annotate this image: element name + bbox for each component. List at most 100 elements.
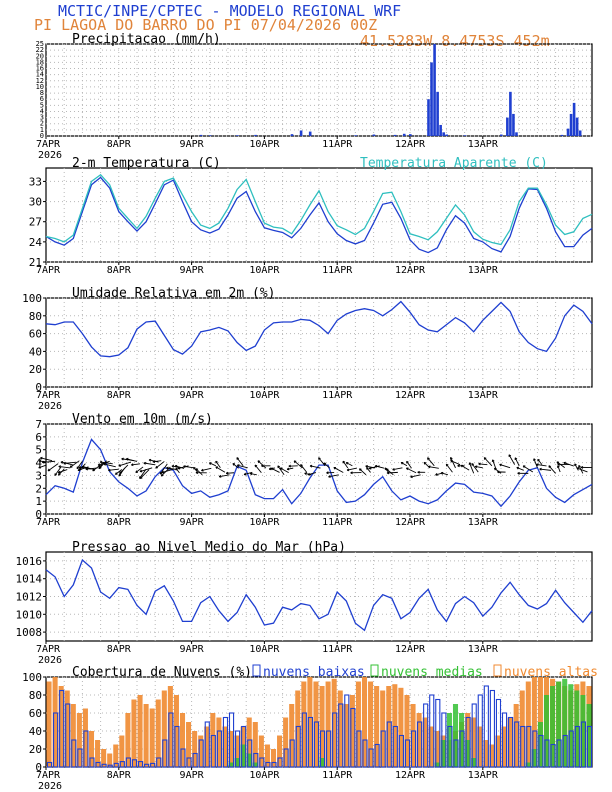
y-tick-label: 30 xyxy=(29,196,42,209)
wind-vector-head xyxy=(195,468,198,471)
cloud-bar-altas xyxy=(319,686,325,767)
wind-vector xyxy=(166,467,177,470)
wind-vector-head xyxy=(119,472,122,474)
series-line xyxy=(45,438,593,508)
wind-vector-head xyxy=(536,464,539,467)
header-coords: 41.5283W 8.4753S 452m xyxy=(360,32,550,50)
y-tick-label: 20 xyxy=(29,743,42,756)
x-tick-label: 12APR xyxy=(395,517,426,528)
wind-vector xyxy=(386,471,398,474)
cloud-bar-baixas xyxy=(113,762,119,768)
cloud-bar-altas xyxy=(349,695,355,767)
wind-vector xyxy=(38,464,47,469)
wind-vector-head xyxy=(42,461,45,464)
wind-vector-head xyxy=(226,472,229,475)
wind-vector xyxy=(143,462,156,466)
cloud-bar-altas xyxy=(137,695,143,767)
cloud-bar-baixas xyxy=(550,743,556,768)
wind-vector xyxy=(58,465,71,469)
y-tick-label: 5 xyxy=(35,444,42,457)
cloud-bar-baixas xyxy=(465,716,471,768)
x-tick-label: 13APR xyxy=(468,644,499,655)
cloud-bar-baixas xyxy=(556,739,562,768)
cloud-bar-baixas xyxy=(526,725,532,768)
x-tick-label: 11APR xyxy=(322,390,353,401)
cloud-bar-medias xyxy=(543,695,550,767)
precip-bar xyxy=(578,130,582,136)
x-tick-label: 10APR xyxy=(249,265,280,276)
cloud-bar-altas xyxy=(58,686,64,767)
precip-bar xyxy=(430,62,433,136)
legend-entry: Temperatura Aparente (C) xyxy=(360,156,548,171)
wind-vector-head xyxy=(152,461,156,464)
cloud-bar-altas xyxy=(404,695,410,767)
wind-vector-head xyxy=(270,467,273,471)
panel-title: Pressao ao Nivel Medio do Mar (hPa) xyxy=(72,540,346,555)
wind-vector xyxy=(103,463,116,468)
wind-vector-head xyxy=(236,464,240,467)
wind-vector xyxy=(392,467,403,471)
precip-bar xyxy=(436,91,439,136)
x-tick-label: 12APR xyxy=(395,139,426,150)
y-tick-label: 1016 xyxy=(16,555,43,568)
wind-vector xyxy=(286,467,294,470)
cloud-bar-altas xyxy=(143,704,149,767)
wind-vector-head xyxy=(333,467,336,470)
cloud-bar-baixas xyxy=(216,730,222,768)
wind-vector-head xyxy=(440,472,443,475)
wind-vector xyxy=(277,465,285,476)
wind-vector-head xyxy=(386,472,390,475)
cloud-bar-baixas xyxy=(77,748,83,768)
wind-vector xyxy=(499,464,511,469)
wind-vector-head xyxy=(161,475,164,477)
cloud-bar-altas xyxy=(222,726,228,767)
cloud-bar-baixas xyxy=(459,730,465,768)
wind-vector xyxy=(478,463,488,466)
cloud-bar-altas xyxy=(531,677,537,767)
cloud-bar-baixas xyxy=(374,743,380,768)
y-tick-label: 2 xyxy=(35,482,42,495)
wind-vector-head xyxy=(417,471,420,474)
panel-title: 2-m Temperatura (C) xyxy=(72,156,221,171)
wind-vector xyxy=(440,472,449,476)
y-tick-label: 80 xyxy=(29,689,42,702)
cloud-bar-baixas xyxy=(125,757,131,768)
wind-vector xyxy=(328,474,339,478)
cloud-bar-medias xyxy=(465,740,471,767)
cloud-bar-medias xyxy=(550,686,556,767)
cloud-bar-baixas xyxy=(265,761,271,768)
cloud-bar-baixas xyxy=(271,761,277,768)
wind-vector-head xyxy=(148,459,151,462)
wind-vector xyxy=(406,467,417,474)
cloud-bar-altas xyxy=(422,717,428,767)
cloud-bar-altas xyxy=(525,681,531,767)
wind-vector xyxy=(537,458,543,465)
wind-vector xyxy=(226,472,235,474)
x-tick-label: 7APR xyxy=(36,390,61,401)
cloud-bar-medias xyxy=(228,762,234,767)
wind-vector-head xyxy=(460,465,463,468)
x-tick-label: 8APR xyxy=(107,770,132,781)
cloud-bar-baixas xyxy=(162,739,168,768)
cloud-bar-baixas xyxy=(65,703,71,768)
cloud-bar-baixas xyxy=(277,757,283,768)
wind-vector-head xyxy=(499,464,502,467)
wind-vector-head xyxy=(54,474,58,476)
x-tick-label: 7APR xyxy=(36,139,61,150)
cloud-bar-altas xyxy=(519,690,525,767)
cloud-bar-baixas xyxy=(307,716,313,768)
wind-vector-head xyxy=(279,467,282,471)
wind-vector xyxy=(99,460,107,469)
cloud-bar-baixas xyxy=(150,762,156,768)
precip-bar xyxy=(566,128,570,136)
cloud-bar-baixas xyxy=(410,730,417,768)
x-tick-label: 9APR xyxy=(180,517,205,528)
wind-vector-head xyxy=(166,467,169,470)
y-tick-label: 60 xyxy=(29,707,42,720)
legend-swatch xyxy=(252,664,261,677)
wind-vector-head xyxy=(405,467,409,471)
wind-vector-head xyxy=(286,468,290,471)
wind-vector-head xyxy=(293,460,296,464)
cloud-bar-baixas xyxy=(198,739,204,768)
